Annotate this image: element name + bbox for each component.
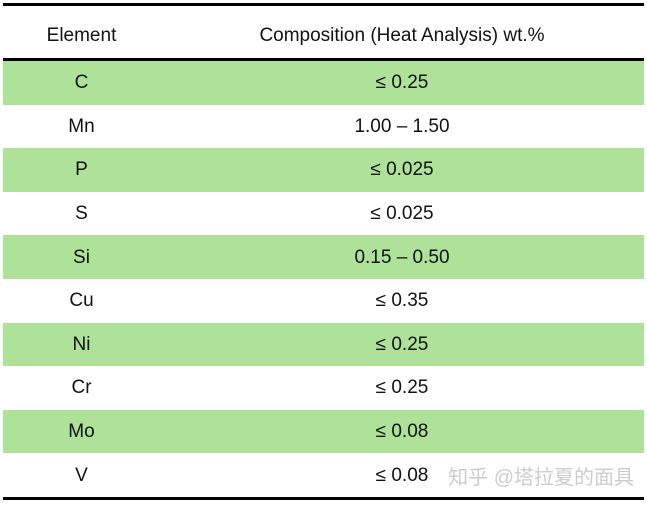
- column-header-composition: Composition (Heat Analysis) wt.%: [259, 24, 545, 46]
- element-cell: V: [75, 464, 88, 486]
- column-header-element: Element: [46, 24, 117, 46]
- table-row: C ≤ 0.25: [3, 61, 644, 105]
- element-cell: Ni: [72, 333, 91, 355]
- composition-cell: 1.00 – 1.50: [354, 115, 450, 137]
- element-cell: Mn: [68, 115, 95, 137]
- zhihu-watermark: 知乎 @塔拉夏的面具: [448, 467, 634, 489]
- element-cell: C: [74, 72, 89, 94]
- element-cell: P: [75, 159, 88, 181]
- element-cell: S: [75, 203, 88, 225]
- table-row: Mn 1.00 – 1.50: [3, 105, 644, 149]
- table-row: Cu ≤ 0.35: [3, 279, 644, 323]
- composition-cell: ≤ 0.025: [370, 203, 434, 225]
- composition-cell: ≤ 0.08: [375, 421, 429, 443]
- element-cell: Cu: [69, 290, 94, 312]
- table-row: Cr ≤ 0.25: [3, 366, 644, 410]
- composition-cell: 0.15 – 0.50: [354, 246, 450, 268]
- element-cell: Si: [73, 246, 90, 268]
- composition-cell: ≤ 0.25: [375, 333, 429, 355]
- table-row: Ni ≤ 0.25: [3, 322, 644, 367]
- table-body: C ≤ 0.25 Mn 1.00 – 1.50 P ≤ 0.025 S ≤ 0.…: [3, 61, 644, 497]
- composition-cell: ≤ 0.25: [375, 377, 429, 399]
- table-row: V ≤ 0.08: [3, 453, 644, 497]
- table-row: P ≤ 0.025: [3, 148, 644, 192]
- composition-table: Element Composition (Heat Analysis) wt.%…: [3, 3, 644, 500]
- table-row: S ≤ 0.025: [3, 192, 644, 236]
- composition-cell: ≤ 0.35: [375, 290, 429, 312]
- table-row: Si 0.15 – 0.50: [3, 235, 644, 279]
- composition-cell: ≤ 0.08: [375, 464, 429, 486]
- element-cell: Mo: [68, 421, 95, 443]
- element-cell: Cr: [71, 377, 92, 399]
- table-row: Mo ≤ 0.08: [3, 409, 644, 454]
- composition-cell: ≤ 0.025: [370, 159, 434, 181]
- table-header-row: Element Composition (Heat Analysis) wt.%: [3, 6, 644, 61]
- composition-cell: ≤ 0.25: [375, 72, 429, 94]
